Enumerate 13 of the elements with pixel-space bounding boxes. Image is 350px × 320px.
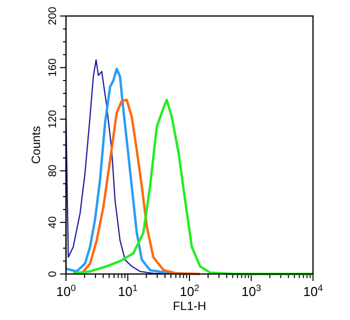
y-tick-label: 160 — [47, 58, 59, 77]
x-tick-label: 10$^{0}$ — [56, 283, 76, 299]
y-tick-label: 0 — [47, 270, 59, 278]
y-tick-label: 120 — [47, 110, 59, 128]
y-axis-title: Counts — [29, 126, 43, 164]
y-tick-label: 80 — [47, 164, 59, 177]
x-tick-label: 10$^{3}$ — [241, 283, 262, 299]
x-tick-label: 10$^{1}$ — [118, 283, 138, 299]
y-tick-label: 200 — [47, 6, 59, 26]
x-axis-title: FL1-H — [172, 299, 206, 313]
x-tick-label: 10$^{2}$ — [180, 283, 200, 299]
x-tick-label: 10$^{4}$ — [303, 283, 323, 299]
y-tick-label: 40 — [47, 216, 59, 229]
